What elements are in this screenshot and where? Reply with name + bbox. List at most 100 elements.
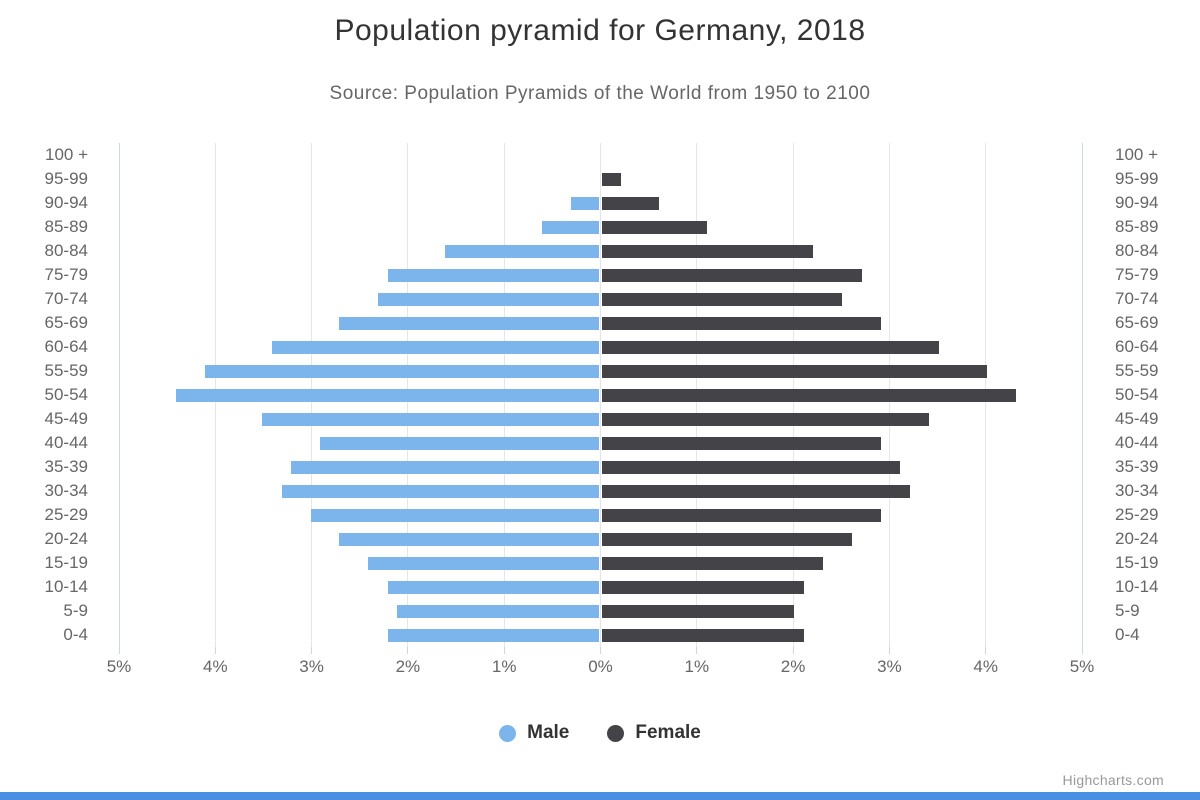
female-bar[interactable] [601,244,814,258]
male-bar[interactable] [272,340,600,354]
category-label-left: 75-79 [44,265,88,284]
x-axis-label: 2% [780,657,806,676]
male-bar[interactable] [310,508,600,522]
male-bar[interactable] [291,460,600,474]
female-bar[interactable] [601,364,987,378]
female-bar[interactable] [601,604,795,618]
male-series-swatch-icon [499,724,517,742]
category-label-left: 45-49 [44,409,88,428]
x-axis-label: 2% [395,657,421,676]
category-label-right: 10-14 [1115,577,1159,596]
category-label-left: 10-14 [44,577,88,596]
female-bar[interactable] [601,412,929,426]
category-label-left: 5-9 [63,601,88,620]
legend-female-label: Female [635,722,701,743]
male-bar[interactable] [281,484,600,498]
category-label-left: 65-69 [44,313,88,332]
male-bar[interactable] [339,532,600,546]
axis-tick [888,647,890,654]
axis-tick [311,647,313,654]
female-bar[interactable] [601,196,660,210]
category-label-right: 5-9 [1115,601,1140,620]
female-bar[interactable] [601,340,939,354]
female-bar[interactable] [601,580,804,594]
female-bar[interactable] [601,268,862,282]
x-axis-label: 1% [684,657,710,676]
category-label-left: 80-84 [44,241,88,260]
category-label-left: 95-99 [44,169,88,188]
male-bar[interactable] [570,196,600,210]
female-bar[interactable] [601,484,910,498]
female-bar[interactable] [601,532,852,546]
category-label-right: 100 + [1115,145,1159,164]
female-bar[interactable] [601,172,621,186]
bottom-accent-bar [0,792,1200,800]
category-label-left: 100 + [44,145,88,164]
category-label-right: 70-74 [1115,289,1159,308]
category-label-right: 75-79 [1115,265,1159,284]
male-bar[interactable] [320,436,600,450]
category-label-right: 90-94 [1115,193,1159,212]
male-bar[interactable] [368,556,600,570]
category-label-right: 45-49 [1115,409,1159,428]
male-bar[interactable] [262,412,600,426]
category-label-left: 25-29 [44,505,88,524]
male-bar[interactable] [378,292,600,306]
gridline [1081,143,1083,647]
legend-male-label: Male [527,722,570,743]
axis-tick [1081,647,1083,654]
axis-tick [696,647,698,654]
category-label-left: 85-89 [44,217,88,236]
axis-tick [214,647,216,654]
female-bar[interactable] [601,220,708,234]
x-axis-label: 4% [973,657,998,676]
male-bar[interactable] [204,364,600,378]
female-bar[interactable] [601,388,1016,402]
chart-title: Population pyramid for Germany, 2018 [334,14,866,47]
legend: Male Female [0,722,1200,744]
category-label-left: 50-54 [44,385,88,404]
category-label-right: 55-59 [1115,361,1159,380]
male-bar[interactable] [445,244,600,258]
male-bar[interactable] [397,604,600,618]
legend-item-female[interactable]: Female [607,722,701,744]
category-label-right: 80-84 [1115,241,1159,260]
axis-tick [792,647,794,654]
x-axis-label: 0% [588,657,613,676]
male-bar[interactable] [387,268,600,282]
female-bar[interactable] [601,292,843,306]
axis-tick [407,647,409,654]
female-bar[interactable] [601,556,823,570]
axis-tick [118,647,120,654]
female-bar[interactable] [601,628,804,642]
female-bar[interactable] [601,460,901,474]
female-bar[interactable] [601,316,881,330]
category-label-left: 40-44 [44,433,88,452]
category-label-left: 35-39 [44,457,88,476]
male-bar[interactable] [387,628,600,642]
category-label-right: 20-24 [1115,529,1159,548]
highcharts-credits-link[interactable]: Highcharts.com [1062,772,1164,788]
legend-item-male[interactable]: Male [499,722,569,744]
chart-subtitle: Source: Population Pyramids of the World… [329,83,871,104]
category-label-right: 40-44 [1115,433,1159,452]
category-label-right: 65-69 [1115,313,1159,332]
male-bar[interactable] [387,580,600,594]
category-label-right: 15-19 [1115,553,1159,572]
x-axis-label: 4% [203,657,228,676]
category-label-left: 0-4 [63,625,88,644]
category-label-right: 95-99 [1115,169,1159,188]
category-label-left: 70-74 [44,289,88,308]
gridline [118,143,120,647]
x-axis-label: 5% [1069,657,1095,676]
female-bar[interactable] [601,508,881,522]
male-bar[interactable] [541,220,600,234]
female-series-swatch-icon [607,724,625,742]
gridline [600,143,601,647]
category-label-right: 60-64 [1115,337,1159,356]
male-bar[interactable] [339,316,600,330]
male-bar[interactable] [175,388,600,402]
female-bar[interactable] [601,436,881,450]
x-axis-label: 5% [106,657,132,676]
